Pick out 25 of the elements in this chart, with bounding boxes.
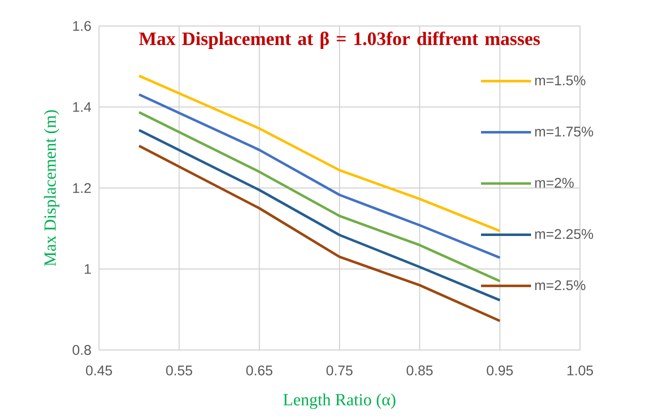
y-tick-label: 1.4: [73, 102, 92, 112]
line-series: [138, 128, 502, 302]
legend-label: m=2.5%: [535, 280, 586, 290]
legend-label: m=1.5%: [535, 76, 586, 86]
x-tick-label: 0.75: [326, 366, 352, 376]
y-tick-label: 1: [84, 264, 91, 274]
line-series: [138, 93, 502, 259]
y-tick-label: 1.6: [73, 21, 91, 31]
x-tick-label: 0.45: [86, 366, 112, 376]
y-tick-label: 0.8: [72, 345, 91, 355]
x-tick-label: 1.05: [568, 366, 593, 376]
legend-label: m=2%: [535, 178, 574, 188]
x-tick-label: 0.85: [406, 366, 433, 376]
x-tick-label: 0.95: [486, 366, 513, 376]
y-tick-label: 1.2: [73, 183, 91, 193]
chart-title: Max Displacement at β = 1.03for diffrent masses: [139, 32, 540, 50]
legend-label: m=2.25%: [535, 229, 594, 239]
line-series: [138, 74, 502, 232]
y-axis-title: Max Displacement (m): [44, 110, 60, 266]
x-tick-label: 0.55: [166, 366, 192, 376]
line-series: [138, 111, 502, 282]
line-series: [138, 144, 502, 322]
x-tick-label: 0.65: [246, 366, 272, 376]
legend-label: m=1.75%: [535, 126, 594, 137]
x-axis-title: Length Ratio (α): [283, 394, 396, 409]
